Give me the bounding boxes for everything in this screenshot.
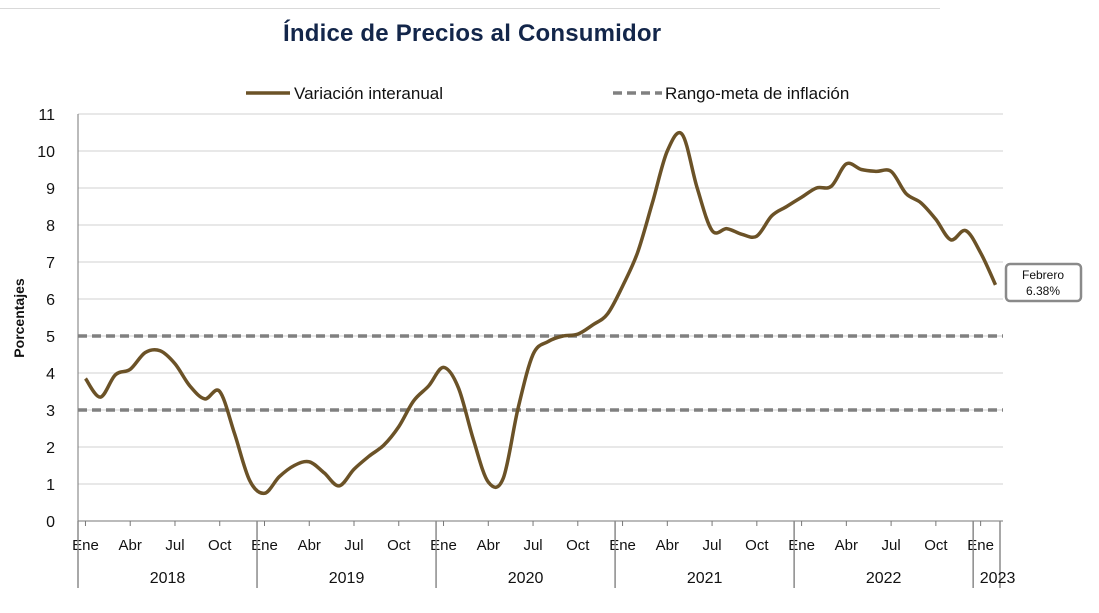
x-tick-label-month: Jul xyxy=(523,537,542,554)
annotation-box xyxy=(1004,262,1083,303)
y-tick-label: 3 xyxy=(46,403,55,420)
x-tick-label-month: Jul xyxy=(882,537,901,554)
x-tick-label-month: Abr xyxy=(119,537,142,554)
y-tick-label: 9 xyxy=(46,181,55,198)
x-tick-label-month: Abr xyxy=(298,537,321,554)
x-tick-label-month: Jul xyxy=(165,537,184,554)
x-tick-label-month: Oct xyxy=(745,537,769,554)
y-tick-label: 8 xyxy=(46,218,55,235)
x-tick-label-month: Jul xyxy=(702,537,721,554)
legend-label-variacion-interanual: Variación interanual xyxy=(294,84,443,103)
y-tick-label: 2 xyxy=(46,440,55,457)
y-tick-label: 1 xyxy=(46,477,55,494)
annotation-label-month: Febrero xyxy=(1022,268,1064,282)
x-tick-label-year: 2020 xyxy=(508,570,544,587)
x-axis: Ene Abr Jul Oct Ene Abr Jul Oct Ene Abr Jul Oct Ene A… xyxy=(72,520,1016,588)
x-tick-label-month: Abr xyxy=(835,537,858,554)
chart-title: Índice de Precios al Consumidor xyxy=(283,20,662,47)
x-tick-label-month: Ene xyxy=(609,537,636,554)
y-axis-label: Porcentajes xyxy=(11,278,27,358)
legend: Variación interanual Rango-meta de inflac… xyxy=(246,84,849,103)
y-tick-label: 10 xyxy=(37,144,55,161)
x-tick-label-month: Ene xyxy=(430,537,457,554)
x-tick-label-month: Oct xyxy=(566,537,590,554)
x-tick-label-month: Abr xyxy=(656,537,679,554)
y-tick-label: 6 xyxy=(46,292,55,309)
x-tick-label-year: 2023 xyxy=(980,570,1016,587)
y-tick-label: 11 xyxy=(38,107,55,124)
y-tick-label: 5 xyxy=(46,329,55,346)
x-tick-label-year: 2022 xyxy=(866,570,902,587)
x-tick-label-month: Ene xyxy=(251,537,278,554)
x-tick-label-year: 2018 xyxy=(150,570,186,587)
annotation-label-value: 6.38% xyxy=(1026,284,1060,298)
legend-label-rango-meta: Rango-meta de inflación xyxy=(665,84,849,103)
y-tick-label: 0 xyxy=(46,514,55,531)
x-tick-label-month: Abr xyxy=(477,537,500,554)
x-tick-label-month: Jul xyxy=(344,537,363,554)
x-tick-label-year: 2019 xyxy=(329,570,365,587)
x-tick-label-month: Ene xyxy=(967,537,994,554)
x-tick-label-month: Oct xyxy=(924,537,948,554)
y-tick-label: 4 xyxy=(46,366,55,383)
series-line-variacion-interanual xyxy=(84,131,998,496)
x-tick-label-month: Oct xyxy=(208,537,232,554)
y-axis-ticks: 0 1 2 3 4 5 6 7 8 9 10 11 xyxy=(37,107,79,531)
x-tick-label-year: 2021 xyxy=(687,570,723,587)
x-tick-label-month: Ene xyxy=(72,537,99,554)
target-range-lines xyxy=(78,334,1003,412)
x-tick-label-month: Oct xyxy=(387,537,411,554)
top-divider xyxy=(0,8,940,9)
x-tick-label-month: Ene xyxy=(788,537,815,554)
annotation-group: Febrero 6.38% xyxy=(1004,262,1083,303)
y-tick-label: 7 xyxy=(46,255,55,272)
series-line-group xyxy=(84,131,998,496)
